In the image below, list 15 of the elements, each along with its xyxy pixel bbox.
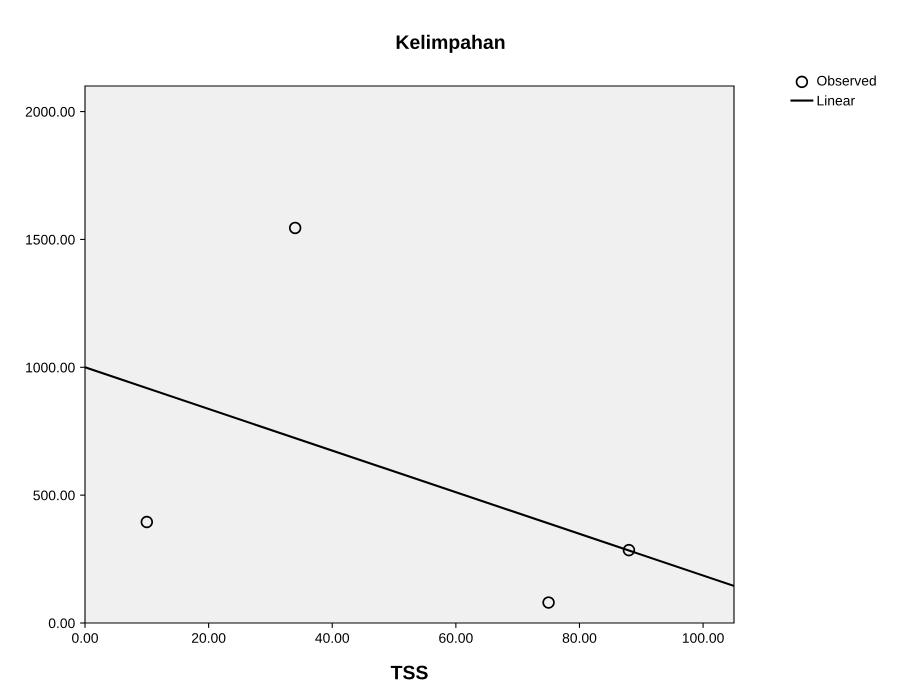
legend-label: Linear	[818, 95, 855, 106]
y-tick-label: 1000.00	[26, 362, 75, 372]
x-tick-label: 100.00	[682, 633, 724, 643]
x-tick-label: 60.00	[439, 633, 473, 643]
chart-title: Kelimpahan	[396, 34, 504, 53]
y-tick-label: 1500.00	[26, 234, 75, 245]
y-tick-label: 2000.00	[26, 106, 75, 117]
x-tick-label: 40.00	[315, 633, 350, 643]
y-tick-label: 0.00	[48, 618, 75, 628]
legend-label: Observed	[817, 75, 876, 86]
x-tick-label: 20.00	[192, 633, 226, 643]
y-tick-label: 500.00	[33, 490, 75, 500]
x-axis-title: TSS	[390, 666, 428, 680]
x-tick-label: 80.00	[562, 633, 596, 643]
x-tick-label: 0.00	[72, 633, 98, 643]
